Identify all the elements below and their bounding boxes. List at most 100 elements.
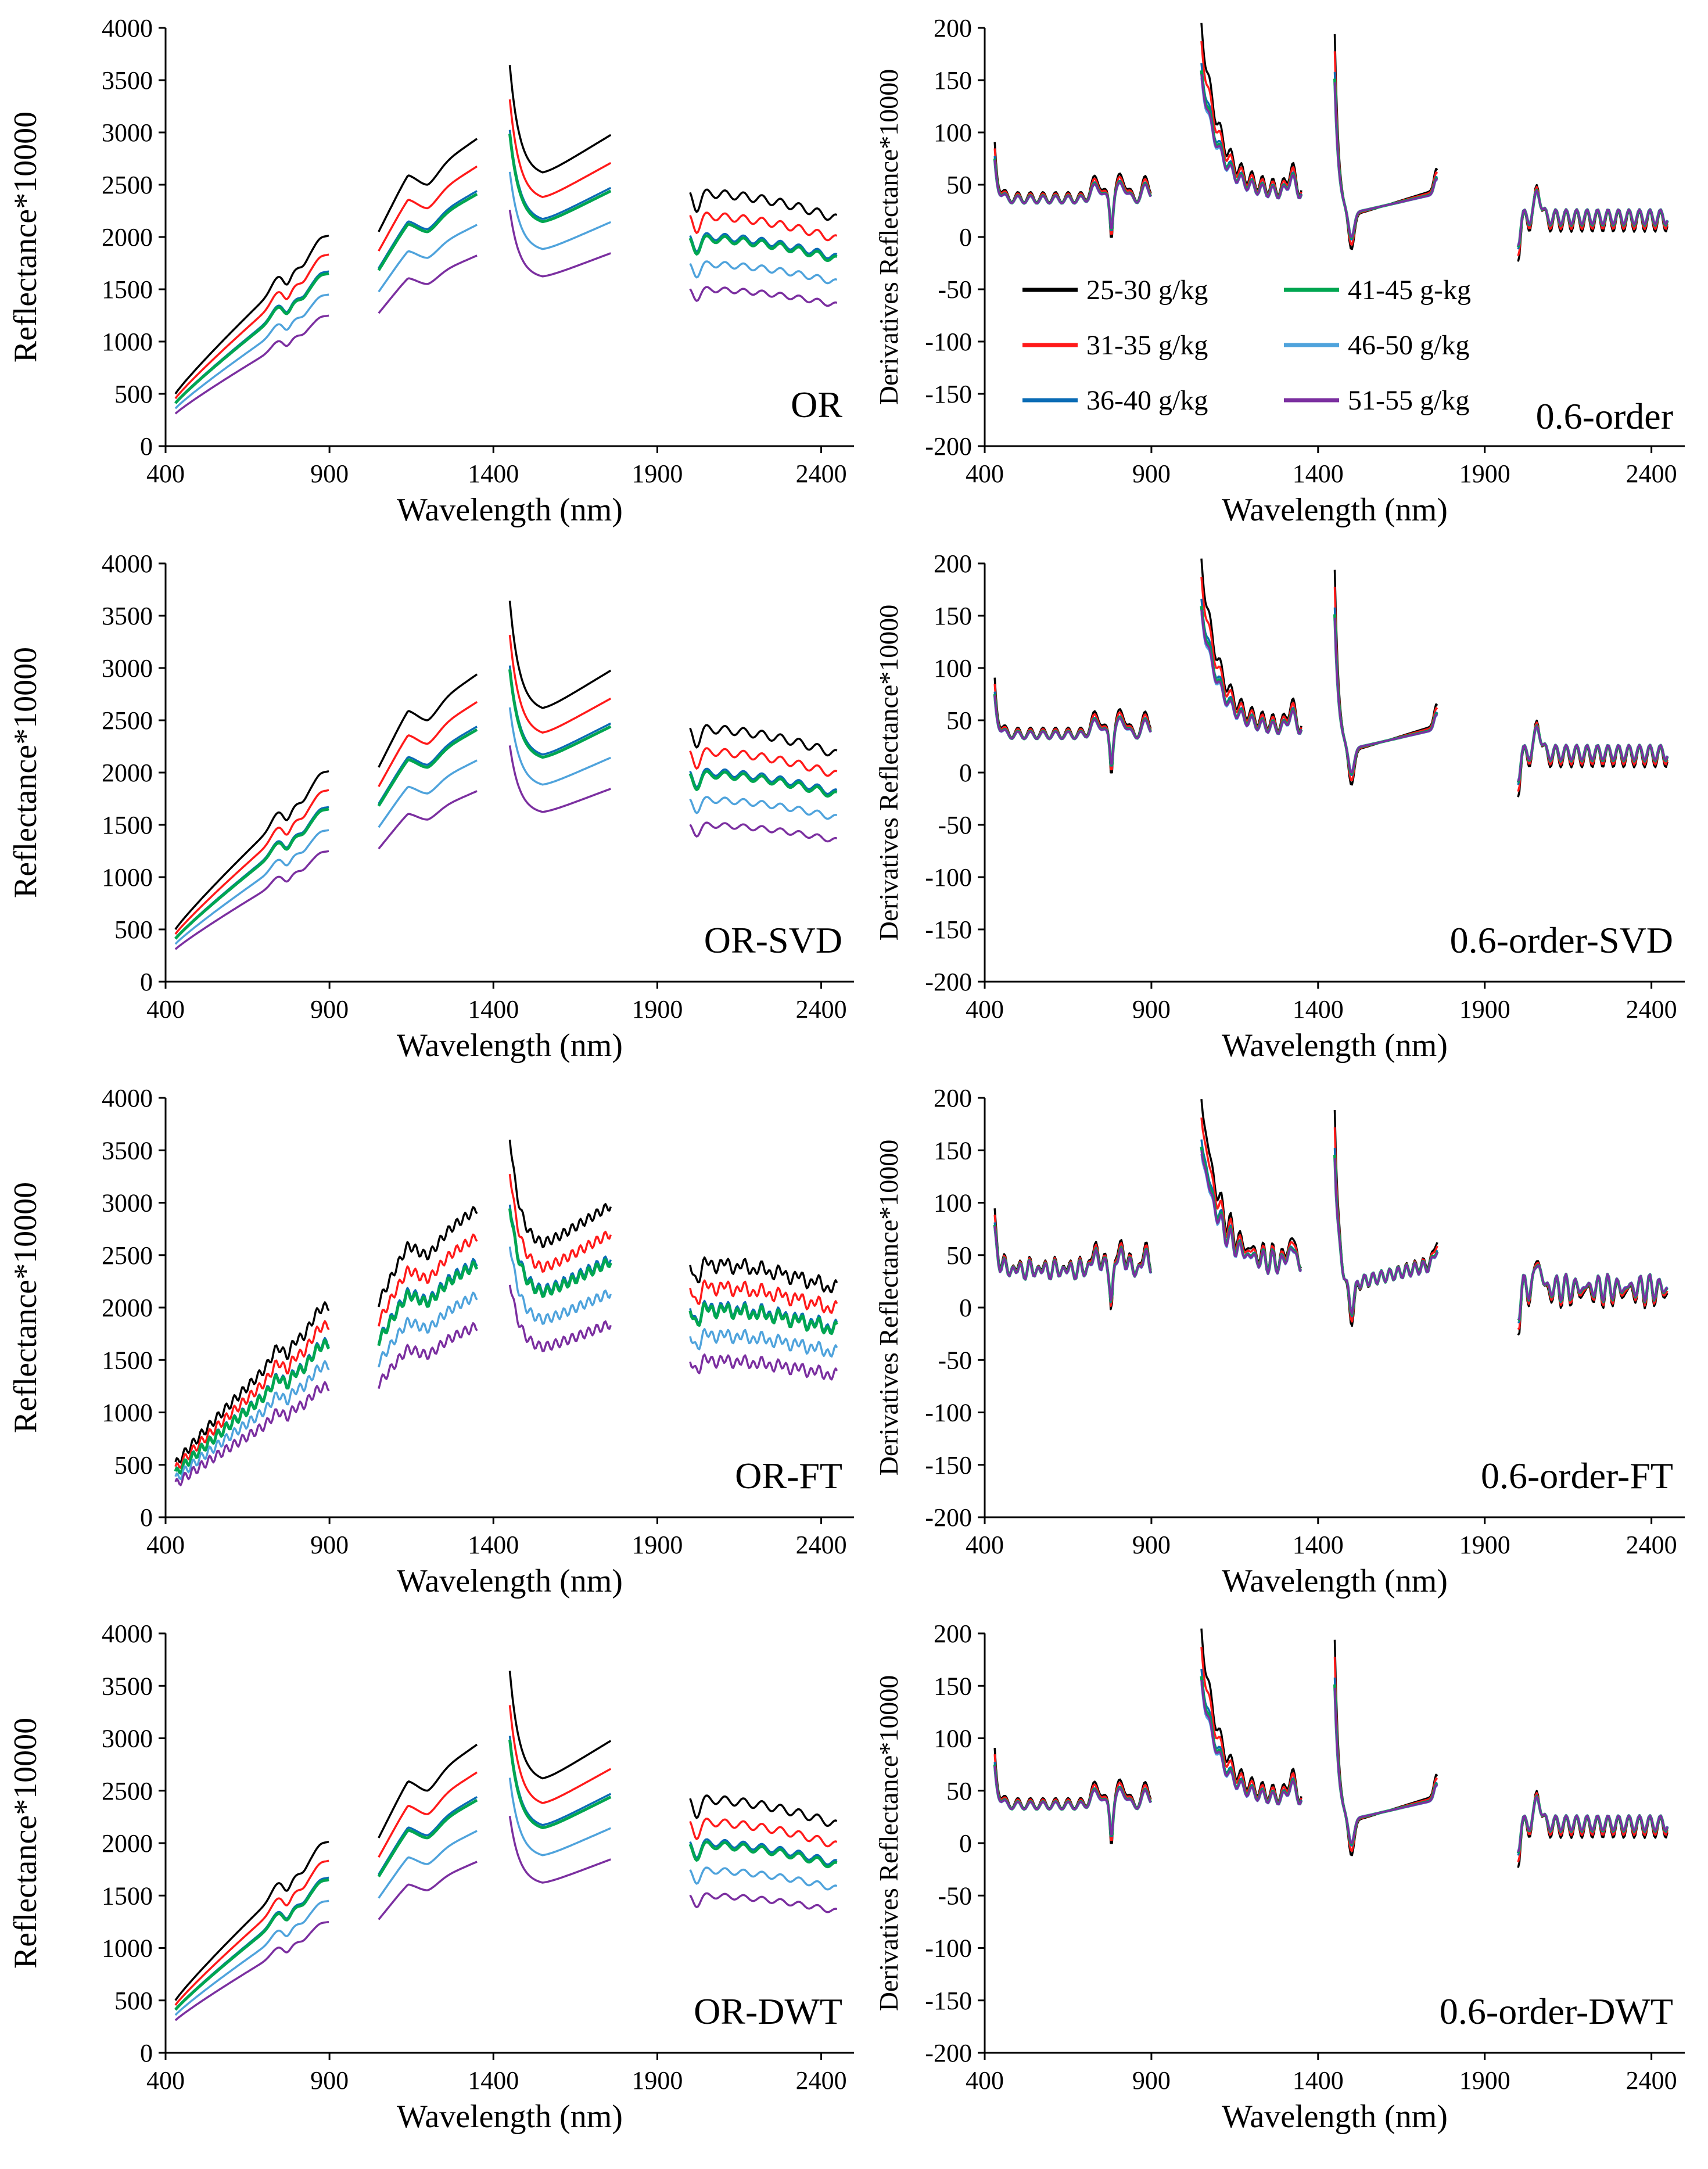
x-axis-title: Wavelength (nm) (397, 492, 623, 528)
series-line-3 (174, 1204, 838, 1474)
y-tick-label: -200 (925, 1503, 972, 1532)
y-tick-label: 200 (934, 1084, 972, 1112)
legend-entry-label: 25-30 g/kg (1086, 275, 1208, 306)
series-line-6 (174, 210, 838, 415)
x-tick-label: 1900 (631, 1531, 683, 1559)
x-axis-title: Wavelength (nm) (397, 1563, 623, 1599)
x-tick-label: 1400 (1293, 995, 1344, 1024)
panel-label: 0.6-order-DWT (1440, 1991, 1673, 2032)
legend-entry-label: 41-45 g-kg (1348, 275, 1471, 306)
x-tick-label: 900 (310, 1531, 349, 1559)
x-tick-label: 900 (1132, 459, 1171, 488)
y-axis-title: Reflectance*10000 (8, 112, 44, 362)
x-tick-label: 1900 (631, 2066, 683, 2095)
series-line-4 (174, 1208, 838, 1475)
panel-label: OR-SVD (704, 920, 842, 961)
series-line-2 (174, 1705, 838, 2006)
series-line-3 (993, 63, 1668, 250)
panel-label: OR-FT (735, 1455, 842, 1496)
y-tick-label: 1500 (102, 1346, 153, 1374)
series-line-4 (993, 1676, 1669, 1854)
series-line-2 (174, 635, 838, 935)
y-tick-label: 3000 (102, 118, 153, 147)
series-line-1 (993, 23, 1668, 262)
panel-5: 0 500 1000 1500 2000 2500 3000 3500 4000 400 900 14… (8, 1084, 854, 1599)
x-tick-label: 400 (966, 1531, 1004, 1559)
x-tick-label: 1900 (1459, 459, 1510, 488)
series-line-3 (993, 1139, 1668, 1324)
series-line-5 (174, 1777, 838, 2016)
y-tick-label: -200 (925, 2039, 972, 2067)
y-tick-label: 150 (934, 602, 972, 630)
x-axis-title: Wavelength (nm) (1222, 2099, 1448, 2135)
legend-entry-label: 31-35 g/kg (1086, 330, 1208, 361)
y-tick-label: 1000 (102, 1399, 153, 1427)
y-tick-label: -50 (938, 811, 972, 839)
y-axis-title: Reflectance*10000 (8, 647, 44, 898)
y-tick-label: -50 (938, 275, 972, 304)
series-line-1 (174, 1671, 838, 2001)
x-tick-label: 900 (310, 459, 349, 488)
x-tick-label: 1900 (1459, 1531, 1510, 1559)
series-line-5 (993, 1683, 1668, 1852)
panel-label: OR (791, 384, 842, 425)
y-tick-label: 1000 (102, 1934, 153, 1963)
y-tick-label: 4000 (102, 1084, 153, 1112)
x-tick-label: 1400 (468, 995, 519, 1024)
y-tick-label: 3000 (102, 1189, 153, 1218)
y-tick-label: 150 (934, 1672, 972, 1700)
x-axis-title: Wavelength (nm) (1222, 492, 1448, 528)
x-tick-label: 2400 (796, 995, 847, 1024)
x-axis-title: Wavelength (nm) (1222, 1028, 1448, 1064)
series-line-6 (174, 745, 838, 950)
x-tick-label: 900 (1132, 2066, 1171, 2095)
legend-entry-label: 46-50 g/kg (1348, 330, 1469, 361)
x-tick-label: 900 (1132, 995, 1171, 1024)
x-tick-label: 1900 (631, 995, 683, 1024)
y-tick-label: -150 (925, 1451, 972, 1479)
y-axis-title: Reflectance*10000 (8, 1182, 44, 1433)
y-tick-label: -150 (925, 1987, 972, 2015)
y-axis-title: Derivatives Reflectance*10000 (874, 1675, 903, 2012)
series-line-1 (993, 1628, 1668, 1868)
y-tick-label: -100 (925, 328, 972, 356)
y-tick-label: 2000 (102, 1294, 153, 1322)
x-tick-label: 1900 (631, 459, 683, 488)
y-tick-label: 3500 (102, 1136, 153, 1165)
panel-7: 0 500 1000 1500 2000 2500 3000 3500 4000 400 900 14… (8, 1619, 854, 2135)
series-line-2 (993, 1117, 1668, 1330)
panel-2: -200 -150 -100 -50 0 50 100 150 200 400 900 1400 190… (874, 14, 1685, 528)
y-tick-label: 4000 (102, 1619, 153, 1648)
y-tick-label: -50 (938, 1346, 972, 1374)
y-tick-label: 150 (934, 1136, 972, 1165)
y-tick-label: 2000 (102, 1829, 153, 1858)
y-tick-label: -200 (925, 968, 972, 996)
y-tick-label: 200 (934, 1619, 972, 1648)
x-tick-label: 400 (966, 459, 1004, 488)
y-tick-label: 2000 (102, 759, 153, 787)
series-line-4 (993, 1146, 1668, 1322)
y-tick-label: 100 (934, 1725, 972, 1753)
y-tick-label: -150 (925, 380, 972, 408)
x-tick-label: 2400 (796, 1531, 847, 1559)
series-line-1 (174, 601, 838, 930)
legend-entry-label: 36-40 g/kg (1086, 385, 1208, 416)
series-line-6 (174, 1284, 838, 1486)
y-tick-label: 100 (934, 654, 972, 683)
y-tick-label: 1000 (102, 863, 153, 892)
y-tick-label: 0 (959, 1829, 972, 1858)
x-tick-label: 400 (146, 459, 185, 488)
x-tick-label: 1900 (1459, 2066, 1510, 2095)
y-tick-label: 4000 (102, 550, 153, 578)
x-tick-label: 2400 (1626, 459, 1677, 488)
y-tick-label: 2500 (102, 706, 153, 735)
y-tick-label: 500 (114, 1451, 153, 1479)
y-axis-title: Reflectance*10000 (8, 1718, 44, 1969)
y-tick-label: 3000 (102, 1725, 153, 1753)
y-tick-label: 4000 (102, 14, 153, 42)
y-tick-label: 3500 (102, 66, 153, 95)
y-tick-label: -150 (925, 915, 972, 944)
panel-label: 0.6-order-SVD (1450, 920, 1673, 961)
y-tick-label: 1500 (102, 811, 153, 839)
